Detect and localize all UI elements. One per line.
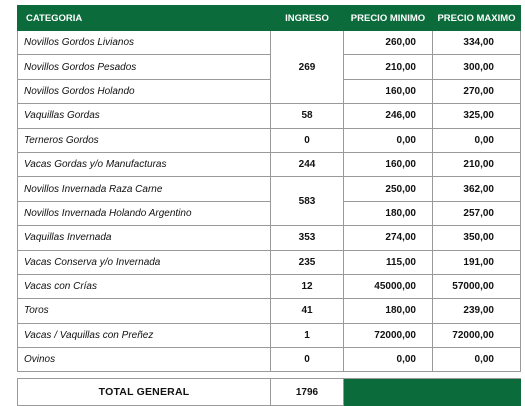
ingreso-cell: 12	[270, 273, 344, 300]
category-cell: Terneros Gordos	[17, 127, 271, 153]
category-cell: Novillos Gordos Livianos	[17, 29, 271, 56]
precio-maximo-cell: 191,00	[432, 249, 521, 275]
price-table: CATEGORIA INGRESO PRECIO MINIMO PRECIO M…	[17, 5, 521, 406]
table-row: Terneros Gordos 0 0,00 0,00	[17, 127, 521, 153]
precio-minimo-cell: 246,00	[343, 103, 433, 129]
precio-minimo-cell: 0,00	[343, 347, 433, 373]
category-cell: Vacas Gordas y/o Manufacturas	[17, 151, 271, 178]
table-row: Vaquillas Gordas 58 246,00 325,00	[17, 103, 521, 129]
ingreso-cell: 58	[270, 103, 344, 129]
total-green-block	[343, 378, 521, 406]
category-cell: Novillos Invernada Raza Carne	[17, 176, 271, 202]
header-categoria: CATEGORIA	[17, 5, 271, 31]
category-cell: Toros	[17, 298, 271, 324]
precio-maximo-cell: 239,00	[432, 298, 521, 324]
category-cell: Novillos Invernada Holando Argentino	[17, 200, 271, 227]
category-cell: Vaquillas Invernada	[17, 225, 271, 251]
precio-minimo-cell: 0,00	[343, 127, 433, 153]
table-row: Vacas Gordas y/o Manufacturas 244 160,00…	[17, 151, 521, 178]
table-row: Novillos Invernada Holando Argentino 180…	[17, 200, 521, 227]
total-value: 1796	[270, 378, 344, 406]
category-cell: Novillos Gordos Pesados	[17, 54, 271, 80]
precio-maximo-cell: 300,00	[432, 54, 521, 80]
ingreso-cell: 0	[270, 347, 344, 373]
header-row: CATEGORIA INGRESO PRECIO MINIMO PRECIO M…	[17, 5, 521, 31]
table-row: Novillos Gordos Holando 160,00 270,00	[17, 78, 521, 105]
category-cell: Novillos Gordos Holando	[17, 78, 271, 105]
precio-minimo-cell: 180,00	[343, 298, 433, 324]
header-precio-minimo: PRECIO MINIMO	[343, 5, 433, 31]
spacer-cell	[432, 371, 521, 380]
precio-minimo-cell: 274,00	[343, 225, 433, 251]
ingreso-cell: 235	[270, 249, 344, 275]
category-cell: Vaquillas Gordas	[17, 103, 271, 129]
category-cell: Vacas con Crías	[17, 273, 271, 300]
precio-maximo-cell: 325,00	[432, 103, 521, 129]
precio-minimo-cell: 160,00	[343, 151, 433, 178]
precio-maximo-cell: 270,00	[432, 78, 521, 105]
table-row: Vacas Conserva y/o Invernada 235 115,00 …	[17, 249, 521, 275]
precio-minimo-cell: 260,00	[343, 29, 433, 56]
ingreso-cell: 269	[270, 29, 344, 105]
total-row: TOTAL GENERAL 1796	[17, 378, 521, 406]
precio-maximo-cell: 334,00	[432, 29, 521, 56]
header-ingreso: INGRESO	[270, 5, 344, 31]
precio-minimo-cell: 250,00	[343, 176, 433, 202]
precio-maximo-cell: 210,00	[432, 151, 521, 178]
category-cell: Vacas / Vaquillas con Preñez	[17, 322, 271, 349]
spacer-row	[17, 371, 521, 380]
precio-minimo-cell: 72000,00	[343, 322, 433, 349]
total-label: TOTAL GENERAL	[17, 378, 271, 406]
precio-maximo-cell: 257,00	[432, 200, 521, 227]
table-row: Vaquillas Invernada 353 274,00 350,00	[17, 225, 521, 251]
precio-minimo-cell: 160,00	[343, 78, 433, 105]
table-row: Novillos Invernada Raza Carne 583 250,00…	[17, 176, 521, 227]
table-row: Novillos Gordos Pesados 210,00 300,00	[17, 54, 521, 80]
ingreso-cell: 583	[270, 176, 344, 227]
table-row: Toros 41 180,00 239,00	[17, 298, 521, 324]
precio-maximo-cell: 362,00	[432, 176, 521, 202]
table-row: Vacas con Crías 12 45000,00 57000,00	[17, 273, 521, 300]
precio-maximo-cell: 0,00	[432, 347, 521, 373]
table-row: Ovinos 0 0,00 0,00	[17, 347, 521, 373]
precio-maximo-cell: 350,00	[432, 225, 521, 251]
ingreso-cell: 353	[270, 225, 344, 251]
precio-maximo-cell: 72000,00	[432, 322, 521, 349]
spacer-cell	[17, 371, 271, 380]
table-row: Novillos Gordos Livianos 269 260,00 334,…	[17, 29, 521, 105]
ingreso-cell: 41	[270, 298, 344, 324]
category-cell: Vacas Conserva y/o Invernada	[17, 249, 271, 275]
precio-minimo-cell: 180,00	[343, 200, 433, 227]
precio-minimo-cell: 45000,00	[343, 273, 433, 300]
precio-maximo-cell: 57000,00	[432, 273, 521, 300]
precio-maximo-cell: 0,00	[432, 127, 521, 153]
table-row: Vacas / Vaquillas con Preñez 1 72000,00 …	[17, 322, 521, 349]
spacer-cell	[343, 371, 433, 380]
ingreso-cell: 244	[270, 151, 344, 178]
ingreso-cell: 0	[270, 127, 344, 153]
ingreso-cell: 1	[270, 322, 344, 349]
header-precio-maximo: PRECIO MAXIMO	[432, 5, 521, 31]
category-cell: Ovinos	[17, 347, 271, 373]
spacer-cell	[270, 371, 344, 380]
precio-minimo-cell: 115,00	[343, 249, 433, 275]
precio-minimo-cell: 210,00	[343, 54, 433, 80]
